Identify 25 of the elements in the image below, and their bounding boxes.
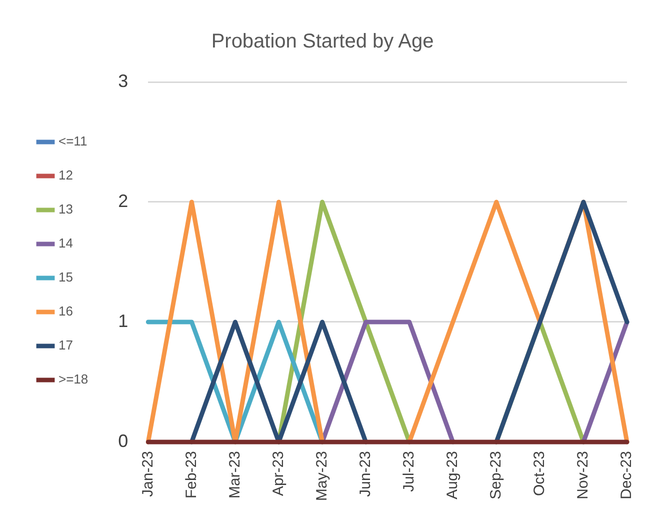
legend-label: 12: [58, 168, 73, 183]
x-tick-label: Jul-23: [400, 450, 418, 492]
x-tick-label: Apr-23: [270, 450, 287, 496]
x-tick-label: Jan-23: [139, 450, 156, 497]
chart-title: Probation Started by Age: [211, 30, 434, 53]
x-tick-label: Nov-23: [574, 450, 592, 500]
x-tick-label: Feb-23: [182, 450, 200, 499]
legend-label: <=11: [58, 134, 88, 149]
legend-label: 13: [58, 202, 73, 217]
legend-label: 14: [58, 236, 73, 251]
x-tick-label: May-23: [313, 450, 330, 502]
y-tick-label: 2: [118, 190, 128, 211]
x-tick-label: Jun-23: [356, 450, 374, 497]
legend-label: 16: [58, 304, 73, 319]
legend-label: 15: [58, 270, 73, 285]
x-tick-label: Aug-23: [444, 450, 462, 500]
x-tick-label: Oct-23: [531, 450, 548, 496]
y-tick-label: 3: [118, 70, 128, 91]
legend-label: 17: [58, 338, 73, 353]
x-tick-label: Mar-23: [226, 450, 244, 498]
y-tick-label: 0: [118, 430, 128, 451]
x-tick-label: Dec-23: [618, 450, 636, 500]
legend-label: >=18: [58, 372, 88, 387]
x-tick-label: Sep-23: [488, 450, 505, 500]
y-tick-label: 1: [118, 310, 128, 331]
